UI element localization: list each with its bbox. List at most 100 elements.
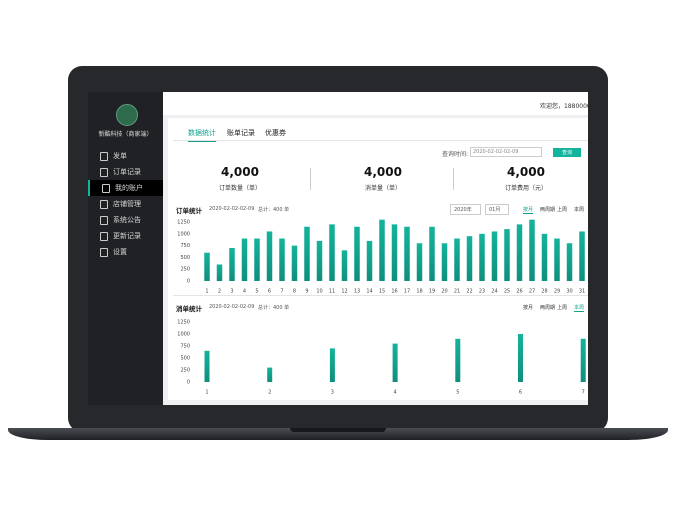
- x-tick-label: 28: [541, 289, 547, 295]
- x-tick-label: 17: [404, 289, 410, 295]
- period-button[interactable]: 上周: [557, 207, 568, 213]
- x-tick-label: 14: [366, 289, 372, 295]
- menu-item[interactable]: 发单: [88, 148, 163, 164]
- x-tick-label: 2: [218, 289, 221, 295]
- x-tick-label: 23: [479, 289, 485, 295]
- menu-item[interactable]: 更新记录: [88, 228, 163, 244]
- menu-label: 我的账户: [115, 184, 143, 192]
- top-bar: 欢迎您，1880000022: [163, 92, 588, 115]
- y-tick-label: 0: [187, 380, 190, 386]
- menu-item[interactable]: 店铺管理: [88, 196, 163, 212]
- bar: [291, 245, 298, 281]
- y-tick-label: 1250: [177, 320, 190, 326]
- menu-item[interactable]: 订单记录: [88, 164, 163, 180]
- divider: [453, 168, 454, 190]
- bar: [455, 338, 461, 382]
- period-button[interactable]: 按月: [523, 207, 534, 214]
- company-name: 新酷科技（商家端）: [98, 131, 153, 138]
- x-tick-label: 2: [268, 390, 271, 396]
- tab[interactable]: 账单记录: [227, 129, 255, 137]
- y-tick-label: 500: [180, 356, 190, 362]
- chart-total: 总计：400 单: [258, 207, 290, 213]
- y-tick-label: 1000: [177, 332, 190, 338]
- bar: [329, 224, 335, 281]
- x-tick-label: 3: [331, 390, 334, 396]
- y-tick-label: 1000: [177, 231, 190, 237]
- x-tick-label: 30: [566, 289, 572, 295]
- x-tick-label: 10: [316, 289, 322, 295]
- bar: [204, 252, 210, 281]
- bar: [204, 350, 210, 382]
- tab[interactable]: 数据统计: [188, 128, 216, 142]
- x-tick-label: 8: [293, 289, 296, 295]
- welcome: 欢迎您，1880000022: [540, 103, 588, 110]
- bar: [529, 219, 535, 281]
- x-tick-label: 6: [268, 289, 271, 295]
- bar: [491, 231, 498, 281]
- x-tick-label: 15: [379, 289, 385, 295]
- x-tick-label: 25: [504, 289, 510, 295]
- bar: [580, 338, 586, 382]
- menu-label: 设置: [113, 248, 127, 256]
- logo: [116, 104, 138, 126]
- bar: [479, 233, 485, 281]
- filter-select[interactable]: 01月: [485, 204, 510, 215]
- menu-item[interactable]: 设置: [88, 244, 163, 260]
- bar: [266, 231, 273, 281]
- menu-item[interactable]: 系统公告: [88, 212, 163, 228]
- period-button[interactable]: 两周期: [540, 207, 556, 213]
- x-tick-label: 20: [441, 289, 447, 295]
- period-button[interactable]: 本周: [574, 305, 585, 312]
- bar: [416, 243, 423, 281]
- x-tick-label: 12: [341, 289, 347, 295]
- period-button[interactable]: 上周: [557, 305, 568, 311]
- x-tick-label: 1: [205, 390, 208, 396]
- x-tick-label: 7: [280, 289, 283, 295]
- y-tick-label: 750: [180, 243, 190, 249]
- y-tick-label: 250: [180, 267, 190, 273]
- menu-icon: [100, 232, 108, 241]
- bar: [379, 219, 385, 281]
- x-tick-label: 29: [554, 289, 560, 295]
- menu-label: 发单: [113, 152, 127, 160]
- menu-icon: [100, 216, 108, 225]
- menu-item[interactable]: 我的账户: [88, 180, 163, 196]
- x-tick-label: 9: [305, 289, 308, 295]
- query-button[interactable]: 查询: [553, 148, 582, 157]
- bar: [267, 367, 273, 382]
- period-button[interactable]: 本周: [574, 207, 585, 213]
- bar: [404, 226, 410, 281]
- bar: [504, 229, 510, 281]
- bar: [316, 240, 323, 281]
- y-tick-label: 1250: [177, 220, 190, 226]
- x-tick-label: 31: [579, 289, 585, 295]
- date-input[interactable]: 2020-02-02-02-09: [470, 147, 542, 157]
- x-tick-label: 16: [391, 289, 397, 295]
- stat-value: 4,000: [364, 165, 402, 179]
- bar: [304, 226, 310, 281]
- chart-date: 2020-02-02-02-09: [209, 206, 255, 212]
- tab[interactable]: 优惠券: [265, 129, 286, 137]
- period-button[interactable]: 按月: [523, 305, 534, 311]
- bar: [392, 343, 398, 382]
- divider: [310, 168, 311, 190]
- y-tick-label: 500: [180, 255, 190, 261]
- chart-title: 消单统计: [176, 305, 202, 313]
- x-tick-label: 1: [205, 289, 208, 295]
- menu-icon: [100, 152, 108, 161]
- x-tick-label: 11: [329, 289, 335, 295]
- laptop-base: [8, 428, 668, 440]
- bar: [354, 226, 360, 281]
- menu-icon: [102, 184, 110, 193]
- bar: [441, 243, 448, 281]
- stat-label: 订单数量（单）: [218, 185, 262, 192]
- menu-label: 订单记录: [113, 168, 141, 176]
- stat-value: 4,000: [221, 165, 259, 179]
- x-tick-label: 22: [466, 289, 472, 295]
- bar: [229, 247, 235, 281]
- x-tick-label: 6: [519, 390, 522, 396]
- filter-select[interactable]: 2020年: [450, 204, 481, 215]
- period-button[interactable]: 两周期: [540, 305, 556, 311]
